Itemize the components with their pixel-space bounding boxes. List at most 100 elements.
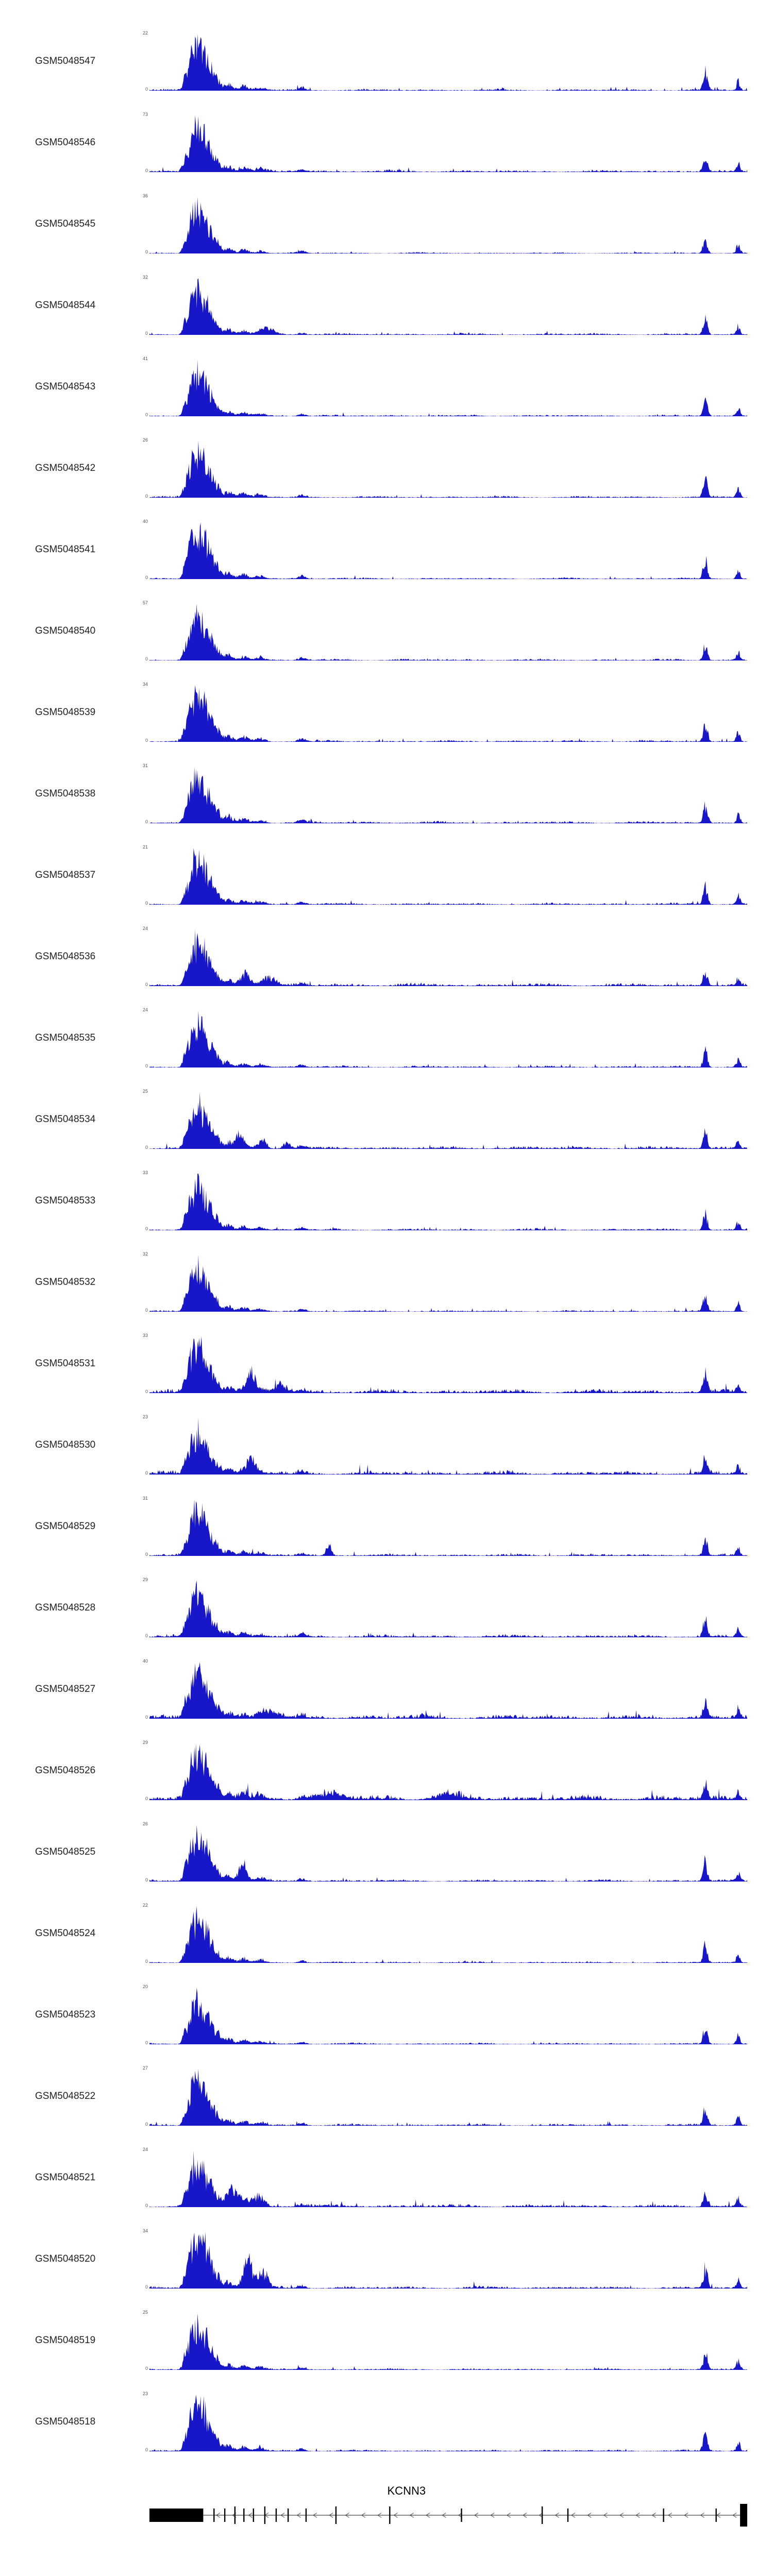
track-ymax: 33 <box>142 1170 148 1175</box>
track-ymax: 22 <box>142 30 148 36</box>
track-ymin: 0 <box>145 819 148 824</box>
track-plot: 21 0 <box>143 845 747 906</box>
strand-arrow-icon <box>700 2513 704 2518</box>
track-plot: 41 0 <box>143 357 747 417</box>
track-ymin: 0 <box>145 1389 148 1394</box>
track-row: GSM5048521 24 0 <box>0 2132 773 2213</box>
strand-arrow-icon <box>280 2513 285 2518</box>
strand-arrow-icon <box>490 2513 495 2518</box>
track-ymin: 0 <box>145 738 148 743</box>
track-label: GSM5048524 <box>35 1928 96 1939</box>
track-row: GSM5048524 22 0 <box>0 1888 773 1969</box>
track-label: GSM5048522 <box>35 2091 96 2102</box>
coverage-signal-svg <box>149 1174 747 1230</box>
coverage-signal-area <box>149 360 747 416</box>
coverage-signal-area <box>149 441 747 498</box>
coverage-signal-area <box>149 1336 747 1393</box>
strand-arrow-icon <box>296 2513 301 2518</box>
coverage-signal-area <box>149 2395 747 2451</box>
track-ymin: 0 <box>145 249 148 255</box>
track-ymin: 0 <box>145 412 148 417</box>
coverage-signal-svg <box>149 1581 747 1637</box>
track-ymax: 31 <box>142 1496 148 1501</box>
strand-arrow-icon <box>651 2513 656 2518</box>
track-label: GSM5048537 <box>35 870 96 880</box>
track-ymax: 40 <box>142 1658 148 1664</box>
exon-tick <box>243 2509 245 2522</box>
gene-annotation-section: KCNN3 <box>149 2484 747 2536</box>
coverage-signal-svg <box>149 1906 747 1963</box>
track-ymin: 0 <box>145 982 148 987</box>
track-ymax: 36 <box>142 193 148 198</box>
track-label: GSM5048533 <box>35 1195 96 1206</box>
strand-arrow-icon <box>523 2513 527 2518</box>
track-label: GSM5048521 <box>35 2172 96 2183</box>
strand-arrow-icon <box>667 2513 673 2518</box>
track-ymin: 0 <box>145 1470 148 1476</box>
track-ymin: 0 <box>145 2203 148 2208</box>
exon-tick <box>389 2506 391 2524</box>
exon-tick <box>253 2509 255 2522</box>
track-label: GSM5048523 <box>35 2009 96 2020</box>
exon-tick <box>663 2509 664 2522</box>
coverage-signal-area <box>149 1906 747 1963</box>
strand-arrow-icon <box>587 2513 592 2518</box>
right-exon-box <box>740 2504 747 2527</box>
track-ymax: 25 <box>142 2310 148 2315</box>
coverage-signal-svg <box>149 1418 747 1475</box>
track-ymax: 57 <box>142 600 148 605</box>
strand-arrow-icon <box>312 2513 317 2518</box>
strand-arrow-icon <box>426 2513 430 2518</box>
coverage-signal-area <box>149 197 747 253</box>
coverage-signal-svg <box>149 604 747 660</box>
track-ymax: 41 <box>142 356 148 361</box>
track-ymin: 0 <box>145 2122 148 2127</box>
coverage-signal-svg <box>149 2150 747 2207</box>
track-label: GSM5048538 <box>35 788 96 799</box>
track-ymin: 0 <box>145 494 148 499</box>
coverage-signal-svg <box>149 1825 747 1882</box>
coverage-signal-area <box>149 604 747 660</box>
coverage-signal-svg <box>149 1255 747 1312</box>
track-label: GSM5048525 <box>35 1846 96 1857</box>
track-ymin: 0 <box>145 2284 148 2290</box>
coverage-signal-svg <box>149 2069 747 2126</box>
track-plot: 24 0 <box>143 2147 747 2208</box>
tracks-container: GSM5048547 22 0 GSM5048546 73 0 GSM50485… <box>0 15 773 2458</box>
coverage-signal-area <box>149 1581 747 1637</box>
track-row: GSM5048531 33 0 <box>0 1318 773 1399</box>
coverage-signal-area <box>149 1743 747 1800</box>
coverage-signal-svg <box>149 1336 747 1393</box>
track-ymin: 0 <box>145 2040 148 2045</box>
strand-arrow-icon <box>345 2513 349 2518</box>
coverage-signal-svg <box>149 1662 747 1719</box>
track-ymax: 73 <box>142 112 148 117</box>
track-ymax: 24 <box>142 2147 148 2152</box>
track-row: GSM5048523 20 0 <box>0 1969 773 2050</box>
track-label: GSM5048527 <box>35 1684 96 1694</box>
track-plot: 73 0 <box>143 112 747 173</box>
coverage-signal-svg <box>149 1743 747 1800</box>
track-row: GSM5048538 31 0 <box>0 748 773 829</box>
strand-arrow-icon <box>409 2513 414 2518</box>
track-ymax: 22 <box>142 1903 148 1908</box>
track-ymax: 33 <box>142 1333 148 1338</box>
track-ymax: 34 <box>142 682 148 687</box>
track-ymax: 32 <box>142 1251 148 1257</box>
track-plot: 29 0 <box>143 1740 747 1801</box>
coverage-signal-svg <box>149 1011 747 1067</box>
track-row: GSM5048522 27 0 <box>0 2050 773 2132</box>
coverage-signal-svg <box>149 34 747 91</box>
coverage-signal-svg <box>149 2395 747 2451</box>
coverage-signal-svg <box>149 848 747 905</box>
track-ymin: 0 <box>145 1145 148 1150</box>
track-plot: 26 0 <box>143 438 747 499</box>
coverage-signal-area <box>149 848 747 905</box>
track-plot: 29 0 <box>143 1578 747 1638</box>
coverage-signal-area <box>149 1499 747 1556</box>
track-label: GSM5048519 <box>35 2335 96 2346</box>
gene-model-svg <box>149 2504 747 2527</box>
strand-arrow-icon <box>442 2513 446 2518</box>
coverage-signal-area <box>149 685 747 742</box>
